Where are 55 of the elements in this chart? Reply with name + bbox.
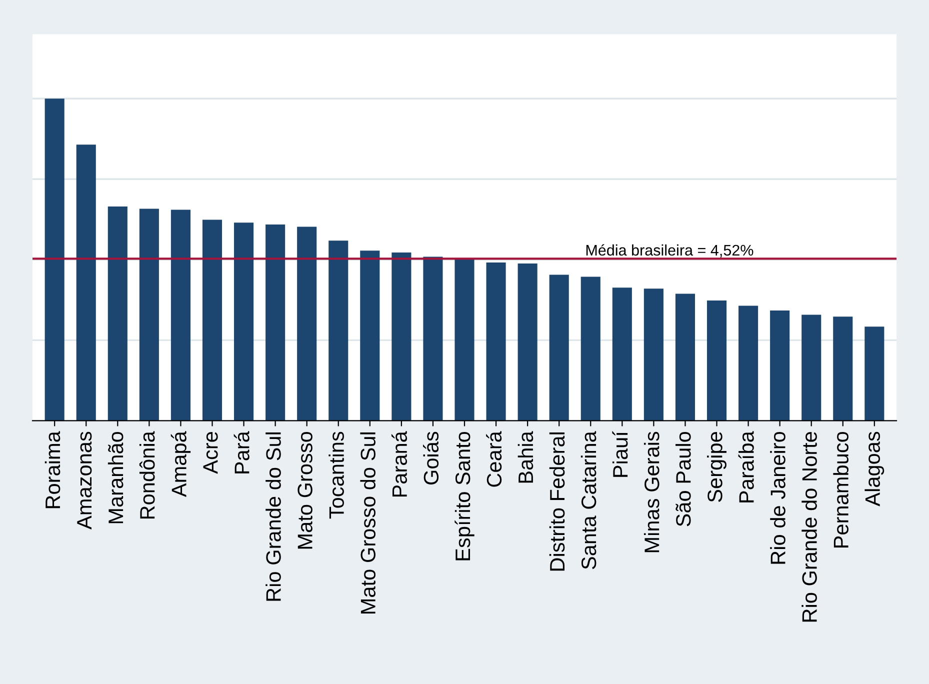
x-tick-label: São Paulo xyxy=(676,432,691,526)
x-tick-label: Amazonas xyxy=(77,432,92,530)
bar xyxy=(612,288,632,421)
x-tick-label: Maranhão xyxy=(108,432,124,524)
bar xyxy=(170,210,190,421)
x-tick-label: Minas Gerais xyxy=(644,432,660,552)
bar xyxy=(202,220,222,421)
bar xyxy=(266,224,286,421)
bar xyxy=(234,222,254,421)
x-tick-label: Paraná xyxy=(391,431,408,497)
bar xyxy=(770,310,790,421)
bar xyxy=(644,288,664,421)
x-tick-label: Alagoas xyxy=(864,432,884,506)
bar xyxy=(328,240,348,421)
x-tick-label: Pará xyxy=(234,431,250,474)
bar xyxy=(76,144,96,421)
bar xyxy=(738,306,758,421)
annotation: Média brasileira = 4,52% xyxy=(586,244,754,258)
bar xyxy=(360,250,380,421)
x-tick-label: Rio de Janeiro xyxy=(770,432,786,564)
x-tick-label: Amapá xyxy=(170,431,191,498)
bar xyxy=(833,316,853,421)
x-tick-label: Tocantins xyxy=(328,432,344,519)
x-tick-label: Paraíba xyxy=(738,431,754,502)
x-tick-label: Rio Grande do Sul xyxy=(266,432,281,601)
bar xyxy=(675,294,695,421)
x-tick-label: Santa Catarina xyxy=(580,431,596,570)
bar xyxy=(486,262,506,421)
x-tick-label: Ceará xyxy=(486,431,502,487)
x-tick-label: Roraima xyxy=(44,431,60,508)
bar xyxy=(139,208,159,421)
bar xyxy=(392,252,412,421)
bar xyxy=(706,300,727,421)
x-tick-label: Pernambuco xyxy=(833,432,848,548)
x-tick-label: Acre xyxy=(203,432,218,474)
bar xyxy=(580,276,600,421)
bar xyxy=(454,258,474,421)
x-tick-label: Bahia xyxy=(518,431,534,483)
bar xyxy=(44,98,64,421)
x-tick-label: Goiás xyxy=(423,432,439,484)
x-tick-label: Espírito Santo xyxy=(454,432,474,560)
bar xyxy=(518,264,538,421)
bar xyxy=(297,226,317,421)
x-tick-label: Mato Grosso xyxy=(298,432,312,549)
bar xyxy=(423,256,443,421)
x-tick-label: Rio Grande do Norte xyxy=(802,432,817,622)
x-tick-label: Sergipe xyxy=(707,432,726,502)
x-tick-label: Piauí xyxy=(612,431,628,477)
x-tick-label: Distrito Federal xyxy=(549,432,565,571)
x-tick-label: Mato Grosso do Sul xyxy=(360,432,376,614)
bar xyxy=(549,274,569,421)
bar xyxy=(802,314,822,421)
x-tick-label: Rondônia xyxy=(139,431,155,519)
bar xyxy=(864,326,884,421)
bar xyxy=(108,206,128,421)
